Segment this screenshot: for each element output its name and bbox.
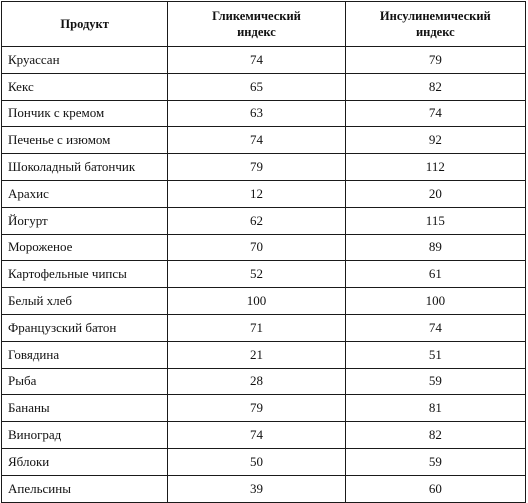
glycemic-index-cell: 63: [167, 99, 346, 128]
insulin-index-cell: 51: [344, 340, 527, 369]
glycemic-index-cell: 52: [167, 260, 346, 289]
insulin-index-cell: 59: [344, 367, 527, 396]
table-row: Кекс 65 82: [0, 72, 527, 101]
product-name-cell: Яблоки: [0, 447, 169, 476]
product-name-cell: Йогурт: [0, 206, 169, 235]
table-row: Йогурт 62 115: [0, 206, 527, 235]
insulin-index-cell: 20: [344, 179, 527, 208]
table-row: Печенье с изюмом 74 92: [0, 126, 527, 155]
table-row: Пончик с кремом 63 74: [0, 99, 527, 128]
header-insulin-index: Инсулинемический индекс: [344, 1, 527, 47]
product-name-cell: Говядина: [0, 340, 169, 369]
table-row: Рыба 28 59: [0, 367, 527, 396]
product-name-cell: Круассан: [0, 46, 169, 74]
header-insulin-line2: индекс: [415, 25, 455, 39]
glycemic-index-cell: 62: [167, 206, 346, 235]
glycemic-index-cell: 50: [167, 447, 346, 476]
insulin-index-cell: 59: [344, 447, 527, 476]
table-row: Бананы 79 81: [0, 394, 527, 423]
glycemic-index-cell: 12: [167, 179, 346, 208]
insulin-index-cell: 112: [344, 153, 527, 181]
table-row: Круассан 74 79: [0, 46, 527, 74]
product-name-cell: Апельсины: [0, 474, 169, 503]
product-name-cell: Мороженое: [0, 233, 169, 262]
insulin-index-cell: 81: [344, 394, 527, 423]
insulin-index-cell: 82: [344, 421, 527, 449]
insulin-index-cell: 100: [344, 287, 527, 315]
insulin-index-cell: 115: [344, 206, 527, 235]
insulin-index-cell: 92: [344, 126, 527, 155]
table-row: Яблоки 50 59: [0, 447, 527, 476]
header-glycemic-line1: Гликемический: [212, 9, 301, 23]
product-name-cell: Шоколадный батончик: [0, 153, 169, 181]
header-glycemic-index: Гликемический индекс: [167, 1, 346, 47]
table-row: Говядина 21 51: [0, 340, 527, 369]
product-name-cell: Французский батон: [0, 313, 169, 342]
glycemic-index-cell: 79: [167, 153, 346, 181]
insulin-index-cell: 60: [344, 474, 527, 503]
header-product: Продукт: [0, 1, 169, 47]
glycemic-index-cell: 28: [167, 367, 346, 396]
table-header: Продукт Гликемический индекс Инсулинемич…: [0, 1, 527, 47]
product-name-cell: Картофельные чипсы: [0, 260, 169, 289]
product-name-cell: Пончик с кремом: [0, 99, 169, 128]
product-name-cell: Бананы: [0, 394, 169, 423]
glycemic-index-cell: 100: [167, 287, 346, 315]
table-row: Белый хлеб 100 100: [0, 287, 527, 315]
table-row: Апельсины 39 60: [0, 474, 527, 503]
product-name-cell: Белый хлеб: [0, 287, 169, 315]
insulin-index-cell: 82: [344, 72, 527, 101]
product-name-cell: Рыба: [0, 367, 169, 396]
header-row: Продукт Гликемический индекс Инсулинемич…: [0, 1, 527, 47]
product-name-cell: Кекс: [0, 72, 169, 101]
insulin-index-cell: 74: [344, 99, 527, 128]
insulin-index-cell: 74: [344, 313, 527, 342]
table-row: Арахис 12 20: [0, 179, 527, 208]
glycemic-index-cell: 65: [167, 72, 346, 101]
glycemic-index-cell: 74: [167, 46, 346, 74]
glycemic-index-cell: 74: [167, 126, 346, 155]
product-name-cell: Арахис: [0, 179, 169, 208]
glycemic-index-cell: 39: [167, 474, 346, 503]
glycemic-index-cell: 79: [167, 394, 346, 423]
table-row: Картофельные чипсы 52 61: [0, 260, 527, 289]
table-row: Виноград 74 82: [0, 421, 527, 449]
glycemic-index-cell: 21: [167, 340, 346, 369]
glycemic-index-cell: 74: [167, 421, 346, 449]
glycemic-index-cell: 71: [167, 313, 346, 342]
product-name-cell: Печенье с изюмом: [0, 126, 169, 155]
glycemic-index-cell: 70: [167, 233, 346, 262]
insulin-index-cell: 79: [344, 46, 527, 74]
product-name-cell: Виноград: [0, 421, 169, 449]
table-row: Французский батон 71 74: [0, 313, 527, 342]
table-row: Шоколадный батончик 79 112: [0, 153, 527, 181]
table-body: Круассан 74 79 Кекс 65 82 Пончик с кремом 63 74 П…: [0, 46, 527, 503]
insulin-index-cell: 61: [344, 260, 527, 289]
insulin-index-cell: 89: [344, 233, 527, 262]
header-glycemic-line2: индекс: [237, 25, 276, 39]
header-insulin-line1: Инсулинемический: [379, 9, 491, 23]
table-row: Мороженое 70 89: [0, 233, 527, 262]
